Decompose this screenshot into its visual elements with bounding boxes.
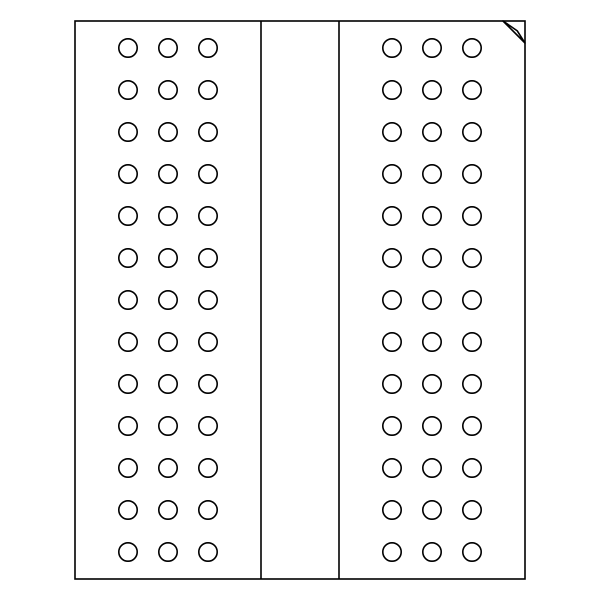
hole [159, 81, 177, 99]
hole [199, 543, 217, 561]
hole [119, 501, 137, 519]
hole [463, 375, 481, 393]
hole [199, 333, 217, 351]
hole [463, 81, 481, 99]
hole [383, 207, 401, 225]
hole [199, 81, 217, 99]
hole [159, 123, 177, 141]
hole [119, 417, 137, 435]
hole [423, 123, 441, 141]
hole [199, 249, 217, 267]
hole [423, 417, 441, 435]
hole [463, 207, 481, 225]
hole [199, 375, 217, 393]
hole [423, 165, 441, 183]
hole [423, 333, 441, 351]
hole [383, 333, 401, 351]
hole [119, 333, 137, 351]
hole [463, 291, 481, 309]
hole [383, 291, 401, 309]
hole [423, 39, 441, 57]
hole [423, 249, 441, 267]
perforated-panel-diagram [0, 0, 600, 600]
hole [119, 81, 137, 99]
hole [463, 417, 481, 435]
hole [199, 459, 217, 477]
hole [159, 543, 177, 561]
hole [199, 501, 217, 519]
hole [199, 123, 217, 141]
hole [423, 207, 441, 225]
hole [159, 291, 177, 309]
hole [159, 501, 177, 519]
hole [199, 207, 217, 225]
hole [463, 249, 481, 267]
hole [423, 501, 441, 519]
hole [199, 291, 217, 309]
hole [199, 165, 217, 183]
hole [199, 39, 217, 57]
hole [463, 39, 481, 57]
hole [383, 459, 401, 477]
hole [159, 459, 177, 477]
hole [423, 375, 441, 393]
hole [383, 123, 401, 141]
hole [119, 459, 137, 477]
hole [159, 249, 177, 267]
hole [463, 543, 481, 561]
hole [383, 39, 401, 57]
hole [463, 333, 481, 351]
hole [159, 165, 177, 183]
hole [423, 459, 441, 477]
hole [423, 291, 441, 309]
hole [159, 207, 177, 225]
hole [383, 375, 401, 393]
hole [423, 543, 441, 561]
hole [119, 249, 137, 267]
hole [383, 417, 401, 435]
hole [119, 165, 137, 183]
hole [463, 459, 481, 477]
hole [463, 165, 481, 183]
hole [159, 39, 177, 57]
hole [119, 291, 137, 309]
hole [159, 375, 177, 393]
hole [159, 333, 177, 351]
hole [159, 417, 177, 435]
hole [383, 501, 401, 519]
hole [383, 543, 401, 561]
hole [383, 249, 401, 267]
hole [383, 165, 401, 183]
hole [119, 39, 137, 57]
outer-frame [75, 21, 525, 579]
hole [119, 543, 137, 561]
hole [119, 207, 137, 225]
hole [463, 501, 481, 519]
hole [383, 81, 401, 99]
hole [119, 123, 137, 141]
hole [119, 375, 137, 393]
hole [423, 81, 441, 99]
hole [463, 123, 481, 141]
hole [199, 417, 217, 435]
